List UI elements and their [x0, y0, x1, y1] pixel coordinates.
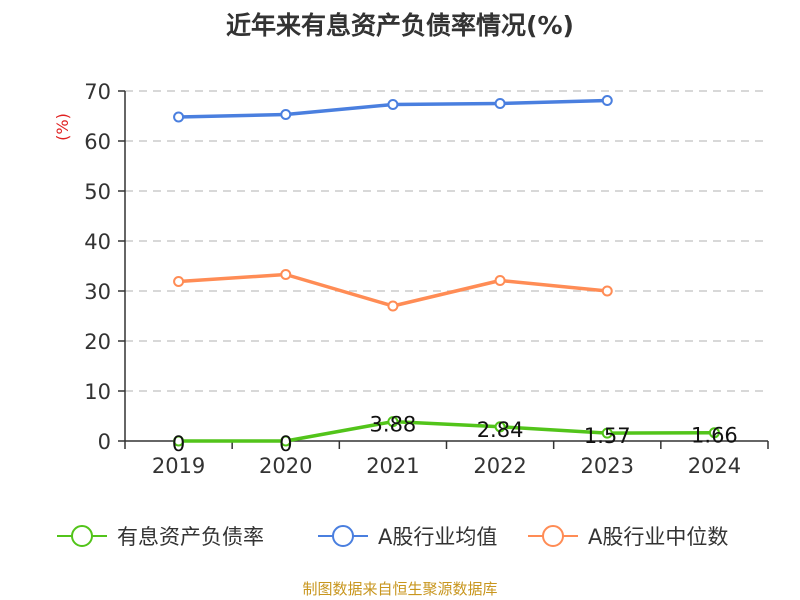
y-tick-label: 10	[84, 380, 111, 404]
data-point	[387, 300, 399, 312]
data-label: 1.57	[584, 424, 631, 448]
data-label: 0	[279, 432, 292, 456]
legend-marker-icon	[542, 525, 564, 547]
chart-title: 近年来有息资产负债率情况(%)	[226, 11, 574, 40]
y-tick-label: 40	[84, 230, 111, 254]
y-tick-label: 70	[84, 80, 111, 104]
data-point	[387, 99, 399, 110]
data-point	[173, 276, 185, 287]
data-point	[494, 275, 506, 286]
y-tick-label: 0	[98, 430, 111, 454]
y-tick-label: 20	[84, 330, 111, 354]
x-tick-label: 2022	[473, 454, 526, 478]
data-label: 3.88	[370, 413, 417, 437]
data-point	[173, 111, 185, 123]
legend-label: A股行业均值	[378, 525, 497, 549]
data-point	[601, 95, 613, 106]
data-label: 1.66	[691, 424, 738, 448]
data-point	[280, 435, 292, 447]
source-note: 制图数据来自恒生聚源数据库	[302, 580, 498, 598]
data-point	[173, 435, 185, 447]
legend-label: A股行业中位数	[588, 525, 728, 549]
y-tick-label: 30	[84, 280, 111, 304]
legend-marker-icon	[71, 525, 93, 547]
data-point	[387, 416, 399, 428]
data-point	[280, 269, 292, 280]
y-tick-label: 50	[84, 180, 111, 204]
data-label: 0	[172, 432, 185, 456]
x-tick-label: 2024	[688, 454, 741, 478]
data-point	[601, 427, 613, 439]
data-label: 2.84	[477, 418, 524, 442]
series-line-0	[178, 419, 715, 443]
data-point	[494, 421, 506, 433]
x-tick-label: 2023	[581, 454, 634, 478]
data-point	[708, 427, 720, 439]
x-tick-label: 2020	[259, 454, 312, 478]
y-axis-label: (%)	[53, 113, 72, 141]
x-tick-label: 2019	[152, 454, 205, 478]
data-point	[601, 285, 613, 297]
legend-marker-icon	[332, 525, 354, 547]
legend-label: 有息资产负债率	[117, 525, 264, 549]
y-tick-label: 60	[84, 130, 111, 154]
x-tick-label: 2021	[366, 454, 419, 478]
data-point	[494, 98, 506, 109]
data-point	[280, 109, 292, 120]
